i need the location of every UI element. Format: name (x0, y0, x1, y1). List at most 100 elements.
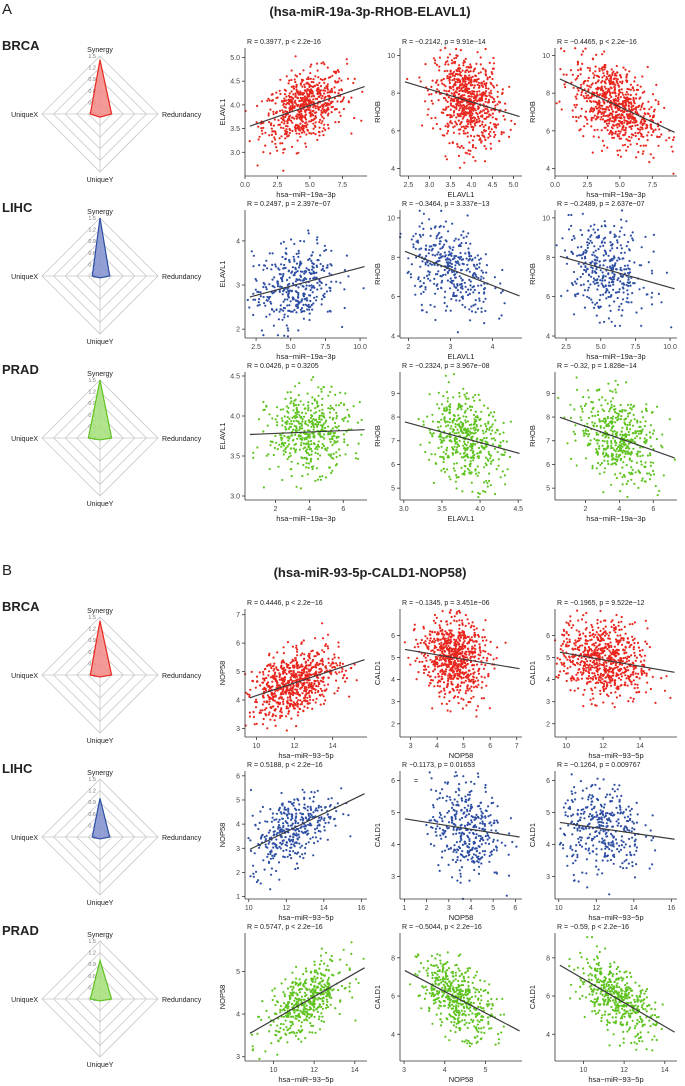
scatter-point (334, 121, 337, 124)
scatter-point (646, 454, 650, 457)
scatter-point (307, 77, 310, 81)
scatter-point (623, 409, 626, 412)
scatter-point (278, 268, 281, 271)
scatter-point (626, 415, 630, 418)
scatter-point (638, 471, 642, 474)
scatter-point (425, 311, 428, 314)
scatter-point (609, 241, 612, 244)
scatter-point (623, 455, 626, 458)
scatter-point (479, 115, 482, 118)
scatter-point (615, 110, 618, 113)
scatter-point (634, 110, 637, 114)
scatter-point (611, 127, 614, 130)
y-tick-label: 9 (546, 391, 550, 398)
scatter-point (559, 47, 563, 50)
scatter-point (613, 124, 616, 127)
scatter-point (597, 433, 600, 436)
scatter-point (329, 404, 332, 407)
scatter-point (600, 462, 604, 465)
scatter-point (312, 426, 316, 429)
scatter-point (272, 453, 275, 457)
scatter-point (443, 416, 446, 419)
scatter-point (497, 444, 501, 447)
x-tick-label: 2.5 (404, 182, 414, 189)
scatter-point (447, 381, 450, 384)
scatter-point (627, 104, 630, 107)
scatter-point (629, 407, 632, 410)
scatter-point (488, 428, 491, 431)
scatter-point (322, 105, 325, 108)
scatter-point (450, 254, 453, 257)
scatter-point (574, 47, 577, 50)
scatter-point (596, 128, 599, 131)
scatter-point (286, 102, 289, 105)
scatter-point (639, 122, 642, 125)
scatter-point (333, 86, 336, 89)
scatter-point (310, 272, 313, 275)
scatter-point (585, 100, 589, 103)
scatter-point (352, 81, 355, 85)
scatter-point (647, 100, 650, 103)
scatter-point (596, 228, 600, 231)
scatter-point (300, 416, 303, 419)
scatter-point (478, 451, 481, 454)
scatter-point (428, 248, 431, 251)
scatter-point (624, 68, 627, 71)
scatter-point (450, 122, 454, 125)
scatter-point (480, 307, 483, 310)
scatter-point (315, 264, 318, 267)
scatter-point (582, 432, 586, 435)
scatter-point (480, 275, 483, 278)
scatter-point (628, 458, 631, 461)
scatter-point (460, 408, 463, 411)
scatter-point (626, 264, 629, 267)
scatter-points (244, 622, 358, 732)
scatter-point (493, 100, 496, 103)
scatter-point (319, 85, 322, 88)
scatter-point (304, 109, 307, 112)
scatter-point (468, 270, 471, 273)
scatter-point (636, 419, 639, 422)
scatter-point (462, 415, 465, 418)
scatter-point (619, 403, 622, 407)
radar-label-uniquex: UniqueX (11, 436, 38, 443)
scatter-point (292, 428, 295, 431)
scatter-point (484, 309, 487, 313)
scatter-point (617, 449, 620, 452)
scatter-point (631, 231, 634, 234)
scatter-point (248, 140, 251, 143)
scatter-point (493, 135, 496, 139)
scatter-point (444, 470, 447, 474)
scatter-point (493, 276, 496, 279)
scatter-point (586, 295, 589, 298)
scatter-point (651, 291, 654, 294)
scatter-point (468, 87, 471, 90)
scatter-stat-label: R = 0.4446, p < 2.2e−16 (247, 600, 323, 607)
scatter-point (465, 291, 468, 294)
scatter-point (329, 286, 332, 290)
scatter-point (256, 290, 259, 293)
scatter-point (467, 397, 470, 400)
scatter-point (617, 85, 621, 88)
x-tick-label: 2.5 (273, 182, 283, 189)
scatter-point (482, 125, 485, 128)
scatter-point (313, 296, 316, 299)
scatter-point (305, 118, 308, 121)
scatter-point (607, 317, 611, 320)
scatter-point (422, 282, 425, 285)
scatter-point (282, 453, 285, 456)
scatter-point (293, 101, 296, 104)
scatter-point (589, 439, 592, 442)
scatter-point (479, 438, 482, 441)
scatter-point (639, 432, 643, 435)
scatter-point (625, 149, 628, 152)
scatter-point (574, 106, 577, 109)
scatter-point (291, 102, 294, 105)
scatter-point (346, 77, 350, 80)
scatter-point (477, 276, 480, 280)
scatter-point (319, 280, 322, 283)
scatter-point (467, 247, 470, 250)
scatter-point (594, 105, 598, 108)
scatter-point (477, 393, 480, 396)
y-tick-label: 5.0 (230, 55, 240, 62)
